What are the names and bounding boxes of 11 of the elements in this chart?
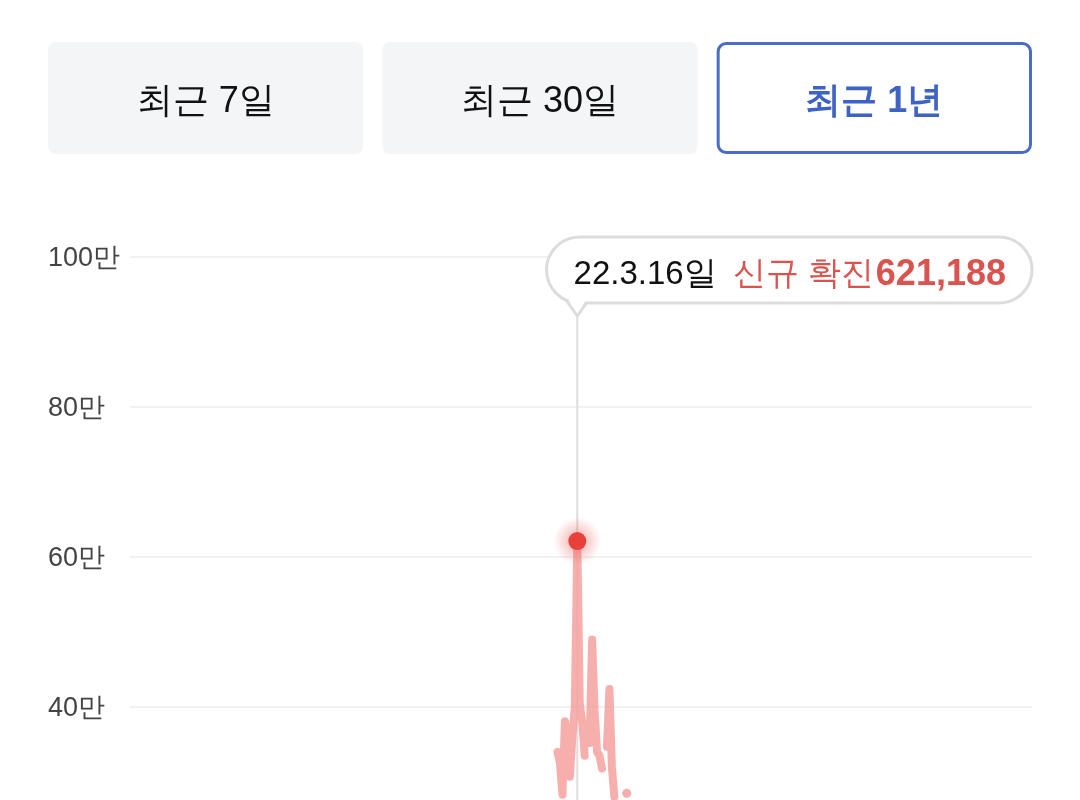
annotation: 22.3.16일	[573, 253, 717, 291]
y-tick-label: 80만	[48, 392, 106, 422]
button: 최근 1년	[716, 42, 1032, 154]
button: 최근 30일	[382, 42, 698, 154]
button: 최근 7일	[48, 42, 364, 154]
y-tick-label: 100만	[48, 242, 121, 272]
y-tick-label: 60만	[48, 542, 106, 572]
y-tick-label: 40만	[48, 692, 106, 722]
annotation: 621,188	[875, 251, 1006, 293]
annotation: 신규 확진	[732, 253, 874, 291]
tooltip: 22.3.16일 신규 확진 621,188	[545, 235, 1034, 318]
